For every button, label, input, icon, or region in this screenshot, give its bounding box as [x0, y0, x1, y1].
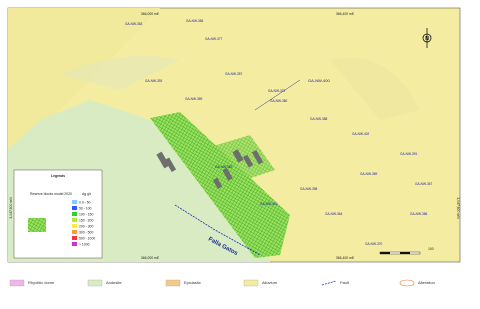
grade-label: 200 - 300	[79, 224, 93, 228]
swatch	[399, 279, 415, 287]
hole-label: GA-NW-402	[352, 132, 370, 136]
footer-label: Rhyolitic dome	[28, 280, 55, 285]
hole-label: GA-NW-401	[260, 202, 278, 206]
footer-item: Rhyolitic dome	[9, 279, 55, 287]
hole-label: GA-NW-363	[125, 22, 143, 26]
coord-label: 366,400 mE	[336, 256, 355, 260]
swatch	[321, 280, 337, 286]
grade-label: 100 - 150	[79, 212, 93, 216]
hole-label: GA-NW-398	[300, 187, 318, 191]
coord-label: 366,000 mE	[141, 12, 160, 16]
north-arrow: N	[422, 28, 432, 48]
coord-label: 3,047,600 mN	[456, 197, 460, 219]
grade-label: 50 - 100	[79, 206, 92, 210]
grade-swatch	[72, 206, 77, 210]
footer-legend: Rhyolitic dome Andesite Epiclastic Alluvium…	[9, 279, 435, 287]
grade-swatch	[72, 212, 77, 216]
grade-swatch	[72, 242, 77, 246]
footer-label: Fault	[340, 280, 350, 285]
workings	[156, 149, 264, 189]
grade-label: 150 - 200	[79, 218, 93, 222]
map-frame	[7, 7, 461, 263]
hole-label: GA-NW-369	[360, 172, 378, 176]
hole-label: GA-NW-388	[310, 117, 328, 121]
swatch	[165, 279, 181, 287]
hole-label: GA-NW-357	[225, 72, 243, 76]
hole-label: GA-NW-367	[415, 182, 433, 186]
grade-label: 0.0 - 50	[79, 200, 91, 204]
hole-label: GA-NW-364	[325, 212, 343, 216]
swatch	[243, 279, 259, 287]
grade-swatch	[72, 200, 77, 204]
grade-label: > 1000	[79, 242, 90, 246]
swatch	[87, 279, 103, 287]
coordinates: 366,000 mE 366,400 mE 366,000 mE 366,400…	[9, 12, 460, 260]
grade-swatch	[72, 218, 77, 222]
grade-classes: 0.0 - 50 50 - 100 100 - 150 150 - 200 200 - …	[72, 200, 95, 246]
footer-label: Alluvium	[262, 280, 278, 285]
legend-title: Legends	[51, 174, 65, 178]
footer-item: Fault	[321, 280, 350, 286]
footer-item: Epiclastic	[165, 279, 201, 287]
grade-swatch	[72, 230, 77, 234]
hole-label: GA-NW-382	[215, 165, 233, 169]
hole-label: GA-NW-356	[186, 19, 204, 23]
coord-label: 3,047,600 mN	[9, 197, 13, 219]
drill-holes: GA-NW-400 GA-NW-372 GA-NW-380 GA-NW-356 …	[125, 19, 433, 246]
coord-label: 366,400 mE	[336, 12, 355, 16]
legend-box: Legends Reserve blocks model 2020 Ag g/t…	[13, 169, 103, 259]
coord-label: 366,000 mE	[141, 256, 160, 260]
hole-label: GA-NW-372	[268, 89, 286, 93]
hole-label: GA-NW-391	[400, 152, 418, 156]
footer-label: Alteration	[418, 280, 435, 285]
swatch	[9, 279, 25, 287]
grade-swatch	[72, 236, 77, 240]
footer-label: Epiclastic	[184, 280, 201, 285]
legend-subtitle: Reserve blocks model 2020	[30, 192, 72, 196]
scale-bar: 100	[379, 247, 434, 255]
hole-label: GA-NW-386	[410, 212, 428, 216]
north-label: N	[425, 36, 429, 42]
footer-item: Alteration	[399, 279, 435, 287]
legend-subtitle: Ag g/t	[82, 192, 91, 196]
hole-label: GA-NW-380	[270, 99, 288, 103]
hole-label: GA-NW-393	[145, 79, 163, 83]
footer-item: Alluvium	[243, 279, 278, 287]
footer-label: Andesite	[106, 280, 122, 285]
grade-label: 500 - 1000	[79, 236, 95, 240]
footer-item: Andesite	[87, 279, 122, 287]
hole-label: GA-NW-377	[205, 37, 223, 41]
hole-label: GA-NW-400	[308, 78, 330, 83]
scale-label: 100	[428, 247, 434, 251]
hole-label: GA-NW-359	[185, 97, 203, 101]
grade-label: 300 - 500	[79, 230, 93, 234]
hole-label: GA-NW-370	[365, 242, 383, 246]
grade-swatch	[72, 224, 77, 228]
fault-line	[174, 204, 261, 256]
